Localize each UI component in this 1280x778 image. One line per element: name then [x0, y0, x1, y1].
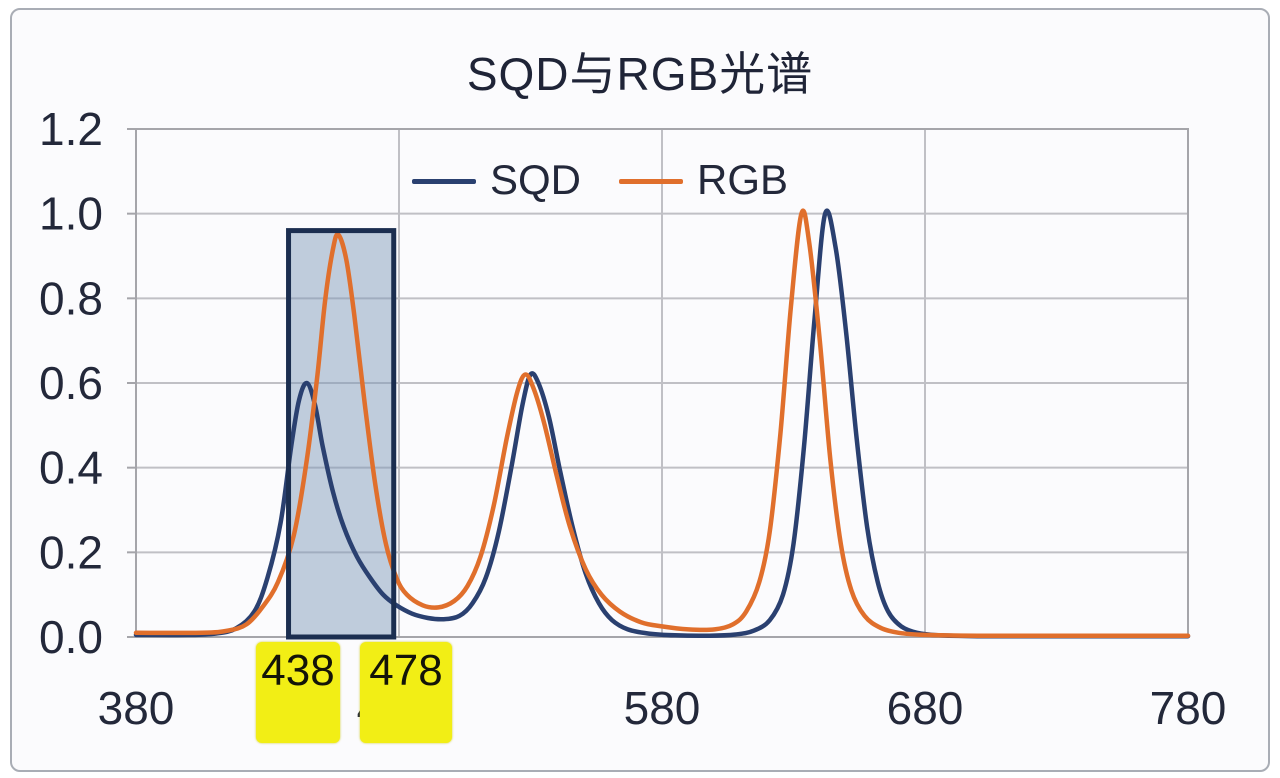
plot-border: [135, 128, 1189, 638]
annotation-438: 438: [256, 642, 340, 743]
rgb-line-swatch: [619, 179, 684, 184]
series-rgb-path: [133, 208, 1191, 639]
y-tick-label: 0.6: [39, 357, 103, 409]
legend-label-sqd: SQD: [490, 156, 582, 203]
legend-item-sqd: SQD: [412, 156, 581, 204]
x-tick-label: 680: [887, 682, 964, 734]
highlight-region-fill: [288, 230, 394, 637]
y-tick-label: 0.0: [39, 611, 103, 663]
x-tick-label: 780: [1150, 682, 1227, 734]
x-tick-label: 380: [98, 682, 175, 734]
chart-legend: SQD RGB: [412, 156, 788, 204]
chart-title: SQD与RGB光谱: [466, 48, 814, 100]
annotation-478: 478: [360, 642, 452, 743]
y-tick-label: 1.0: [39, 188, 103, 240]
y-tick-label: 1.2: [39, 103, 103, 155]
y-tick-label: 0.8: [39, 272, 103, 324]
y-tick-label: 0.2: [39, 526, 103, 578]
chart-card-frame: [10, 8, 1270, 772]
legend-item-rgb: RGB: [619, 156, 788, 204]
sqd-line-swatch: [412, 179, 476, 184]
x-tick-label: 580: [624, 682, 701, 734]
legend-label-rgb: RGB: [697, 156, 789, 203]
y-tick-label: 0.4: [39, 442, 103, 494]
highlight-region-border: [286, 228, 397, 640]
